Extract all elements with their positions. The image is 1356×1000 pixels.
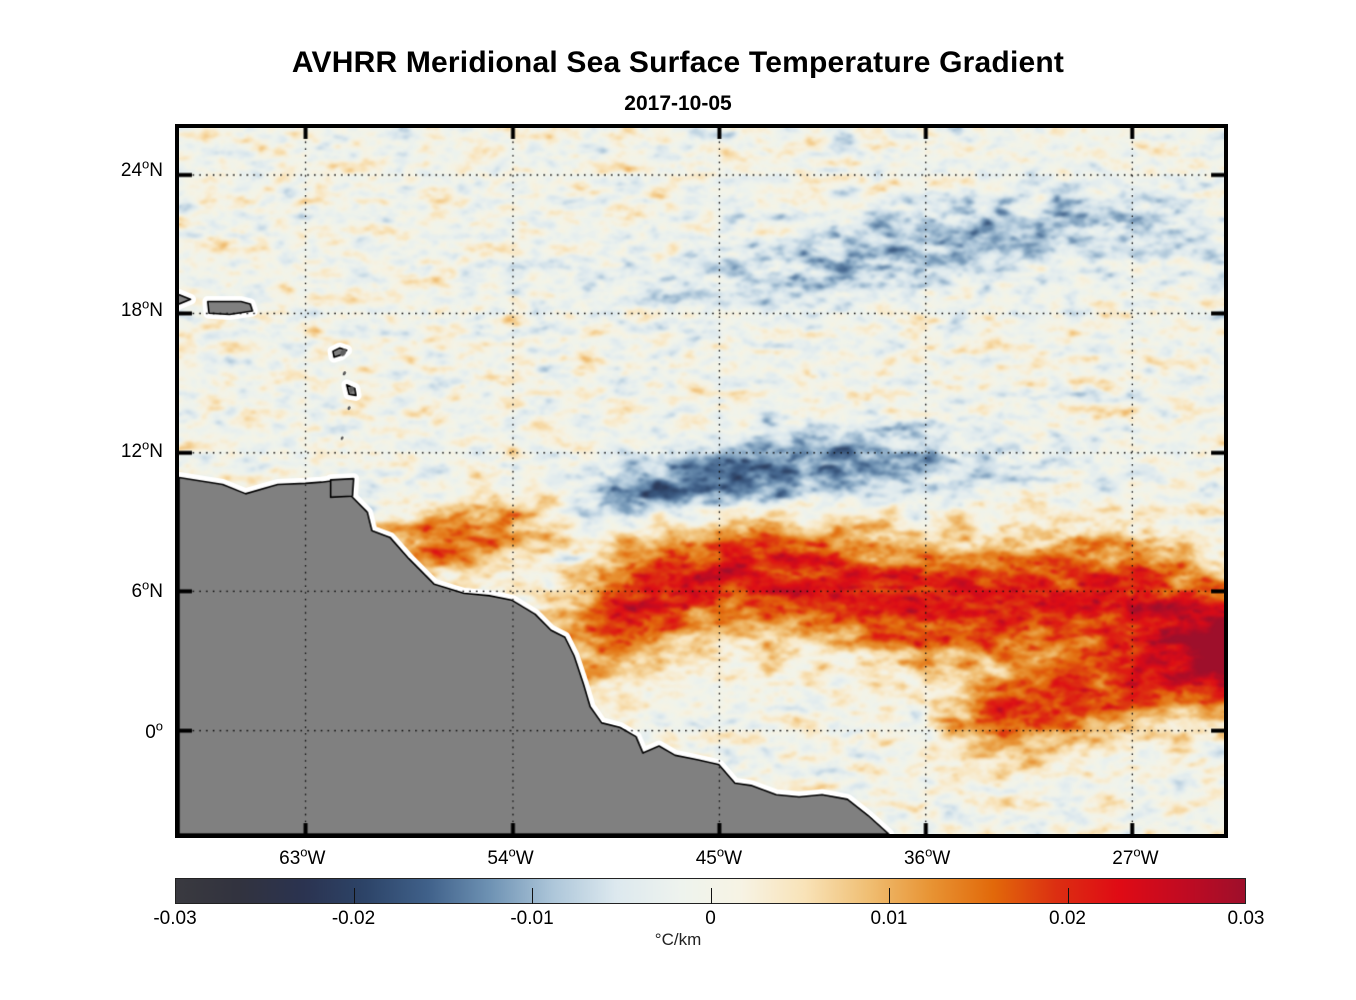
- x-tick-label: 27oW: [1112, 844, 1159, 869]
- x-tick-label: 36oW: [903, 844, 951, 869]
- colorbar-tick: [353, 888, 355, 904]
- colorbar-tick-label: 0.01: [870, 908, 908, 929]
- colorbar-tick: [1067, 888, 1069, 904]
- colorbar-unit-label: °C/km: [654, 930, 702, 949]
- graticule-gridlines: [179, 128, 1224, 834]
- colorbar-tick-label: 0.03: [1227, 908, 1265, 929]
- colorbar-tick-label: -0.02: [331, 908, 376, 929]
- y-tick-label: 6oN: [131, 577, 163, 603]
- y-tick-label: 0o: [145, 718, 163, 743]
- colorbar-tick-label: -0.03: [153, 908, 197, 929]
- y-tick-label: 12oN: [120, 437, 163, 462]
- figure-title: AVHRR Meridional Sea Surface Temperature…: [291, 46, 1065, 79]
- map-axes[interactable]: [175, 124, 1228, 838]
- colorbar-tick: [710, 888, 712, 904]
- colorbar-tick-label: 0: [705, 908, 716, 929]
- y-tick-label: 18oN: [120, 296, 163, 322]
- colorbar-tick: [532, 888, 533, 904]
- colorbar-tick: [889, 888, 890, 904]
- x-tick-label: 63oW: [279, 844, 326, 869]
- x-tick-label: 45oW: [695, 844, 742, 869]
- y-tick-label: 24oN: [120, 156, 163, 181]
- colorbar-tick-label: 0.02: [1049, 908, 1086, 929]
- colorbar-tick-label: -0.01: [510, 908, 554, 929]
- x-tick-label: 54oW: [487, 844, 534, 869]
- colorbar-tick-marks: [175, 878, 1246, 904]
- figure-subtitle: 2017-10-05: [624, 92, 732, 115]
